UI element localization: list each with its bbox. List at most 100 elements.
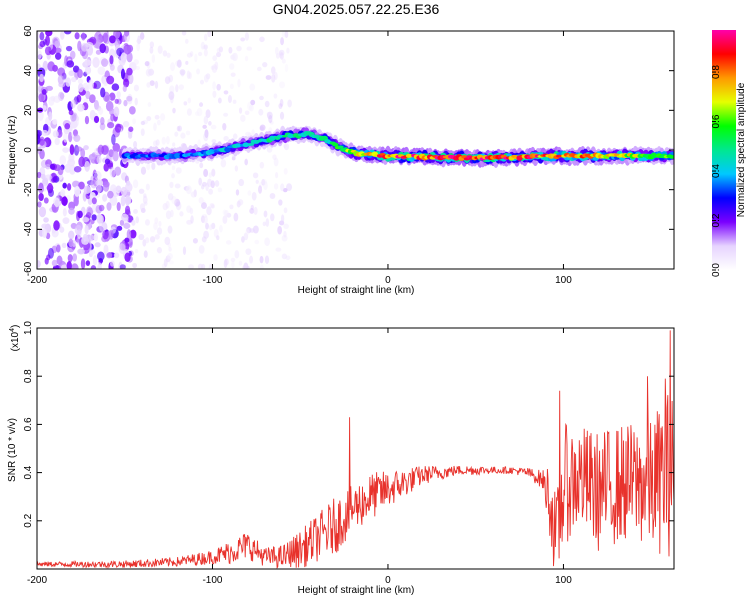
colorbar-tick-label-2: 0.4 xyxy=(711,164,722,178)
noise-dot-805 xyxy=(264,237,270,247)
colorbar-gradient xyxy=(712,30,736,270)
noise-dot-771 xyxy=(143,201,148,206)
noise-dot-525 xyxy=(259,255,264,264)
noise-dot-414 xyxy=(37,260,41,268)
noise-dot-811 xyxy=(234,165,239,172)
noise-dot-444 xyxy=(83,145,89,151)
noise-dot-808 xyxy=(164,76,171,85)
noise-dot-412 xyxy=(73,166,82,173)
noise-dot-456 xyxy=(124,252,131,262)
noise-dot-678 xyxy=(149,80,155,87)
noise-dot-378 xyxy=(54,47,62,54)
noise-dot-193 xyxy=(44,257,49,265)
noise-dot-789 xyxy=(172,142,176,147)
noise-dot-530 xyxy=(228,46,233,54)
noise-dot-788 xyxy=(268,114,273,124)
noise-dot-780 xyxy=(285,255,291,261)
noise-dot-147 xyxy=(110,184,117,194)
noise-dot-432 xyxy=(90,179,98,189)
noise-dot-340 xyxy=(100,117,105,126)
noise-dot-665 xyxy=(283,223,289,230)
noise-dot-483 xyxy=(74,185,81,197)
noise-dot-838 xyxy=(198,177,203,186)
noise-dot-581 xyxy=(181,31,187,36)
figure-title: GN04.2025.057.22.25.E36 xyxy=(273,1,440,17)
noise-dot-711 xyxy=(180,132,186,139)
noise-dot-555 xyxy=(149,236,156,243)
noise-dot-676 xyxy=(202,124,207,129)
noise-dot-871 xyxy=(280,214,285,224)
noise-dot-675 xyxy=(140,128,145,136)
snr-panel: -200 -100 0 100 0.2 0.4 0.6 0.8 1.0 Height of st… xyxy=(7,321,675,596)
noise-dot-363 xyxy=(95,179,104,187)
spectrogram-y-tick-label-0: -60 xyxy=(23,261,34,276)
noise-dot-342 xyxy=(88,153,96,162)
noise-dot-497 xyxy=(114,123,122,133)
snr-y-axis-label: SNR (10 * v/v) xyxy=(7,418,18,482)
noise-dot-792 xyxy=(171,195,177,205)
noise-dot-693 xyxy=(145,237,150,244)
noise-dot-546 xyxy=(172,107,176,114)
snr-x-axis-label: Height of straight line (km) xyxy=(298,585,415,596)
noise-dot-597 xyxy=(212,55,218,61)
noise-dot-404 xyxy=(96,155,102,164)
noise-dot-681 xyxy=(259,124,266,131)
noise-dot-714 xyxy=(205,222,209,230)
noise-dot-618 xyxy=(204,129,209,139)
snr-multiplier-close: ) xyxy=(10,325,21,328)
noise-dot-818 xyxy=(186,52,193,58)
noise-dot-322 xyxy=(73,134,81,143)
noise-dot-507 xyxy=(82,217,90,223)
noise-dot-720 xyxy=(234,250,240,259)
noise-dot-164 xyxy=(39,149,45,160)
noise-dot-824 xyxy=(214,61,219,71)
noise-dot-728 xyxy=(146,82,151,88)
spectrogram-heatmap xyxy=(37,31,674,269)
noise-dot-411 xyxy=(70,113,77,122)
noise-dot-170 xyxy=(37,110,44,121)
spectrogram-x-tick-label-0: -200 xyxy=(27,275,47,286)
noise-dot-466 xyxy=(54,137,60,146)
noise-dot-372 xyxy=(116,201,121,212)
noise-dot-494 xyxy=(54,199,59,208)
noise-dot-616 xyxy=(207,178,213,188)
noise-dot-513 xyxy=(41,88,47,95)
noise-dot-762 xyxy=(284,63,289,73)
noise-dot-756 xyxy=(198,51,203,57)
noise-dot-333 xyxy=(106,75,115,85)
noise-dot-646 xyxy=(135,65,141,71)
noise-dot-310 xyxy=(38,192,44,202)
noise-dot-701 xyxy=(199,162,204,169)
noise-dot-502 xyxy=(66,260,72,269)
snr-frame xyxy=(36,327,675,570)
noise-dot-418 xyxy=(96,184,102,193)
noise-dot-550 xyxy=(203,44,208,50)
noise-dot-625 xyxy=(186,205,192,214)
noise-dot-775 xyxy=(273,157,279,167)
noise-dot-123 xyxy=(68,201,76,211)
noise-dot-424 xyxy=(113,252,120,259)
noise-dot-619 xyxy=(259,36,265,43)
noise-dot-708 xyxy=(262,221,267,227)
noise-dot-407 xyxy=(113,106,120,117)
noise-dot-365 xyxy=(99,43,106,54)
noise-dot-1 xyxy=(37,31,40,42)
noise-dot-436 xyxy=(97,262,102,269)
noise-dot-12 xyxy=(59,155,67,166)
noise-dot-826 xyxy=(253,206,258,215)
noise-dot-873 xyxy=(153,122,157,132)
noise-dot-115 xyxy=(93,233,98,242)
noise-dot-495 xyxy=(98,204,105,212)
noise-dot-759 xyxy=(223,259,228,269)
noise-dot-13 xyxy=(68,230,75,240)
noise-dot-288 xyxy=(89,234,95,242)
noise-dot-493 xyxy=(71,76,77,83)
noise-dot-505 xyxy=(100,87,106,98)
noise-dot-583 xyxy=(251,191,257,201)
noise-dot-231 xyxy=(109,260,115,267)
noise-dot-562 xyxy=(138,188,145,194)
noise-dot-350 xyxy=(84,59,92,66)
noise-dot-751 xyxy=(230,72,236,77)
noise-dot-278 xyxy=(102,193,108,202)
